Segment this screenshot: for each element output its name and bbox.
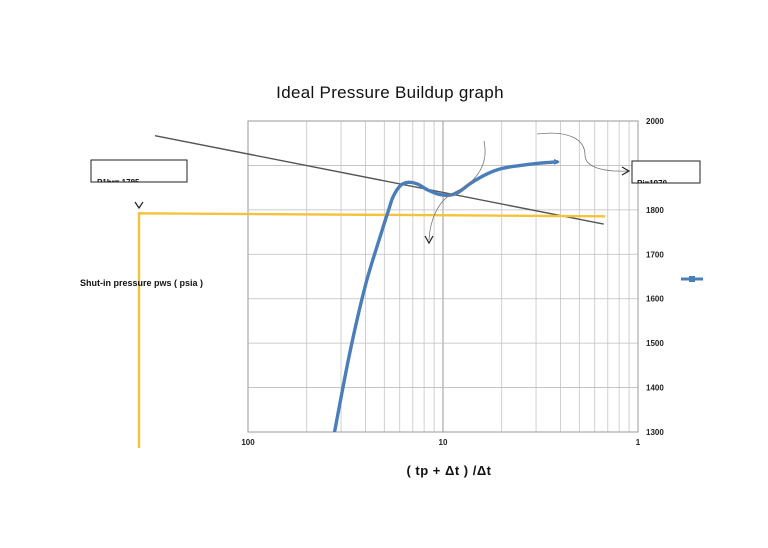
- annotation-box-pi: [631, 160, 701, 184]
- legend-marker: [689, 276, 695, 282]
- pi-line: [137, 212, 606, 448]
- trend-line: [154, 134, 604, 225]
- annotation-leader-pi: [536, 132, 629, 172]
- y-tick-label: 1700: [646, 250, 664, 259]
- y-tick-label: 1300: [646, 428, 664, 437]
- y-tick-label: 1400: [646, 384, 664, 393]
- series-lines: [137, 134, 703, 448]
- annotation-box-p1hr: [90, 159, 188, 183]
- annotations: P1hr= 1785 Pi=1970: [90, 132, 701, 245]
- y-tick-label: 1600: [646, 295, 664, 304]
- annotation-text-pi: Pi=1970: [637, 179, 668, 188]
- tick-labels: 1300 1400 1500 1600 1700 1800 2000 100 10 1: [241, 117, 664, 447]
- annotation-leader-hump: [428, 140, 486, 241]
- series-line: [332, 160, 559, 432]
- series-end-marker: [554, 158, 561, 165]
- plot-grid: [247, 120, 639, 433]
- y-tick-label: 1800: [646, 206, 664, 215]
- plot-border: [247, 120, 639, 433]
- x-tick-label: 10: [439, 438, 448, 447]
- x-tick-label: 1: [636, 438, 641, 447]
- chart-title: Ideal Pressure Buildup graph: [276, 83, 504, 102]
- y-axis-label: Shut-in pressure pws ( psia ): [80, 278, 203, 288]
- y-tick-label: 2000: [646, 117, 664, 126]
- x-tick-label: 100: [241, 438, 255, 447]
- annotation-arrow-pi: [621, 166, 631, 176]
- annotation-arrow-hump: [424, 235, 434, 245]
- annotation-arrow-p1hr: [134, 201, 144, 210]
- y-tick-label: 1500: [646, 339, 664, 348]
- annotation-text-p1hr: P1hr= 1785: [97, 178, 140, 187]
- x-axis-label: ( tp + Δt ) /Δt: [406, 463, 491, 478]
